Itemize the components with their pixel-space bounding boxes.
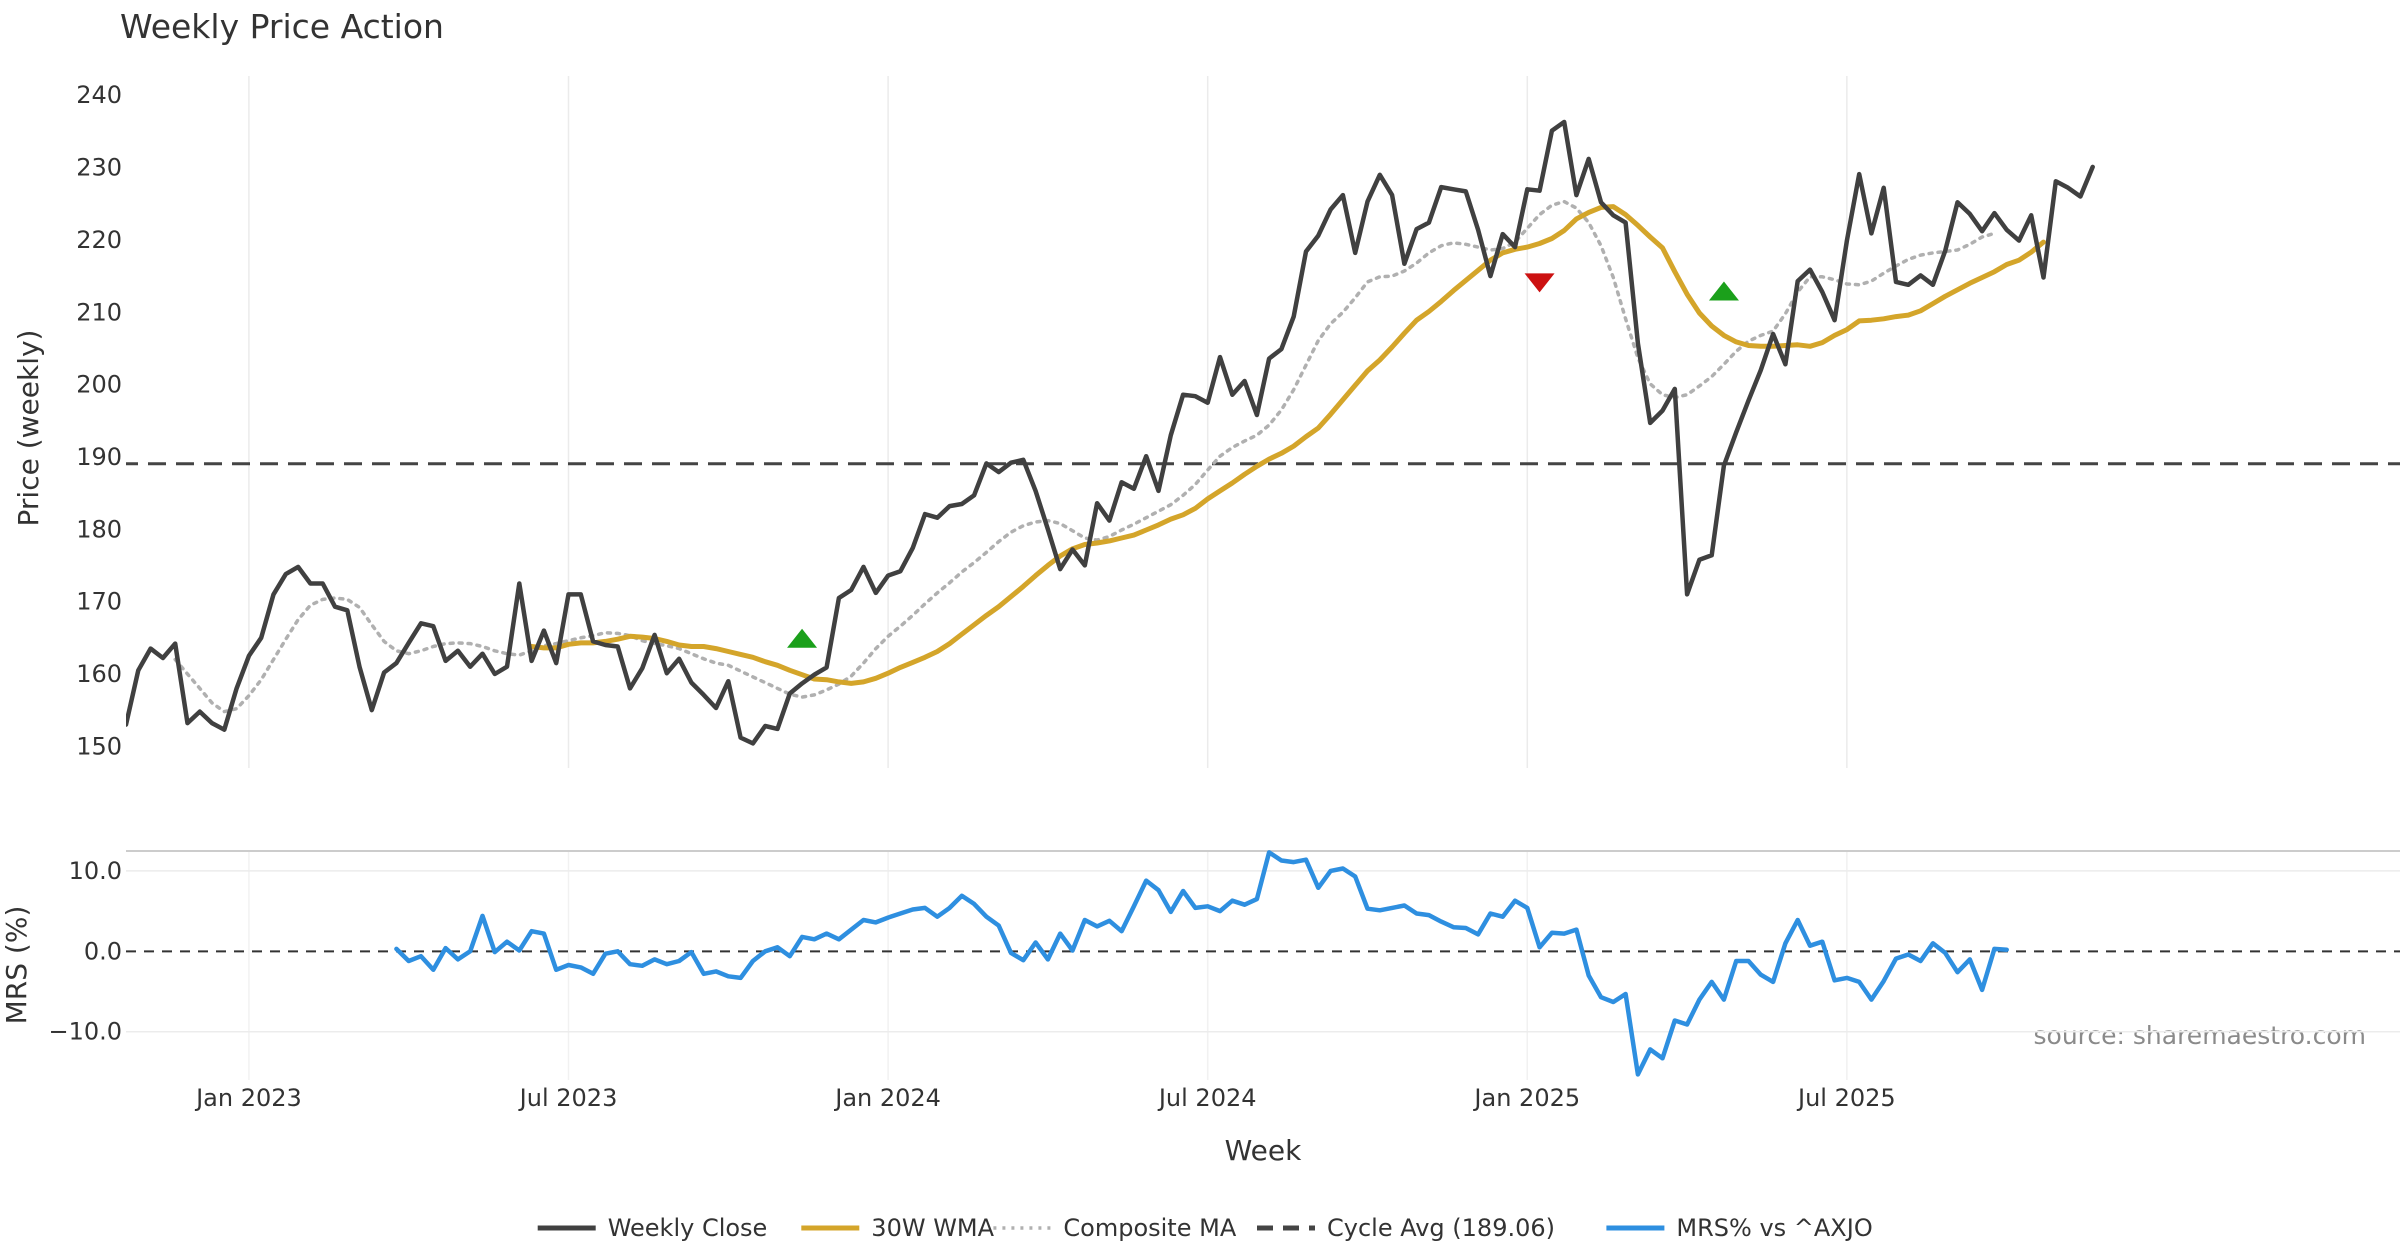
- series-line-weekly-close: [126, 119, 2095, 746]
- chart-marks: 150 160 170 180 190 200 210 220 230 240 10.0 0.0 −10…: [48, 76, 2400, 1242]
- price-y-tick-label-8: 230: [76, 154, 122, 182]
- mrs-series-group: [394, 850, 2009, 1077]
- legend-label-mrs-vs-axjo: MRS% vs ^AXJO: [1676, 1214, 1872, 1242]
- legend-label-weekly-close: Weekly Close: [608, 1214, 768, 1242]
- price-y-tick-label-1: 160: [76, 660, 122, 688]
- legend-item-composite-ma: Composite MA: [993, 1214, 1237, 1242]
- legend-label-30w-wma: 30W WMA: [871, 1214, 994, 1242]
- legend-label-composite-ma: Composite MA: [1063, 1214, 1236, 1242]
- legend-item-cycle-avg-189-06: Cycle Avg (189.06): [1257, 1214, 1555, 1242]
- legend-item-mrs-vs-axjo: MRS% vs ^AXJO: [1606, 1214, 1873, 1242]
- series-line-composite-ma: [173, 199, 1997, 714]
- chart-title: Weekly Price Action: [120, 7, 444, 46]
- price-series-group: [126, 119, 2400, 746]
- x-tick-label-2: Jan 2024: [833, 1084, 941, 1112]
- legend-item-30w-wma: 30W WMA: [801, 1214, 995, 1242]
- x-tick-label-1: Jul 2023: [518, 1084, 618, 1112]
- price-y-tick-label-0: 150: [76, 732, 122, 760]
- price-y-tick-label-5: 200: [76, 371, 122, 399]
- mrs-y-tick-label-0: 10.0: [69, 857, 122, 885]
- buy-signal-marker-2: [1708, 281, 1739, 301]
- price-y-tick-label-6: 210: [76, 298, 122, 326]
- x-tick-label-5: Jul 2025: [1796, 1084, 1896, 1112]
- price-y-tick-label-7: 220: [76, 226, 122, 254]
- price-y-tick-label-4: 190: [76, 443, 122, 471]
- series-line-30w-wma: [529, 204, 2046, 686]
- buy-signal-marker-0: [787, 628, 818, 648]
- mrs-y-axis-label: MRS (%): [0, 906, 33, 1025]
- series-line-mrs: [394, 850, 2009, 1077]
- x-tick-label-3: Jul 2024: [1157, 1084, 1257, 1112]
- price-y-tick-label-9: 240: [76, 81, 122, 109]
- legend: Weekly Close 30W WMA Composite MA Cycle Avg…: [537, 1214, 1873, 1242]
- legend-item-weekly-close: Weekly Close: [537, 1214, 768, 1242]
- source-annotation: source: sharemaestro.com: [2034, 1021, 2367, 1050]
- mrs-y-tick-label-2: −10.0: [48, 1018, 122, 1046]
- price-y-axis-label: Price (weekly): [12, 330, 45, 527]
- legend-label-cycle-avg-189-06: Cycle Avg (189.06): [1327, 1214, 1555, 1242]
- mrs-y-tick-label-1: 0.0: [84, 937, 122, 965]
- price-y-tick-label-2: 170: [76, 588, 122, 616]
- price-y-tick-label-3: 180: [76, 515, 122, 543]
- x-tick-label-0: Jan 2023: [194, 1084, 302, 1112]
- sell-signal-marker-1: [1524, 273, 1555, 293]
- x-tick-label-4: Jan 2025: [1472, 1084, 1580, 1112]
- x-axis-label: Week: [1225, 1134, 1302, 1167]
